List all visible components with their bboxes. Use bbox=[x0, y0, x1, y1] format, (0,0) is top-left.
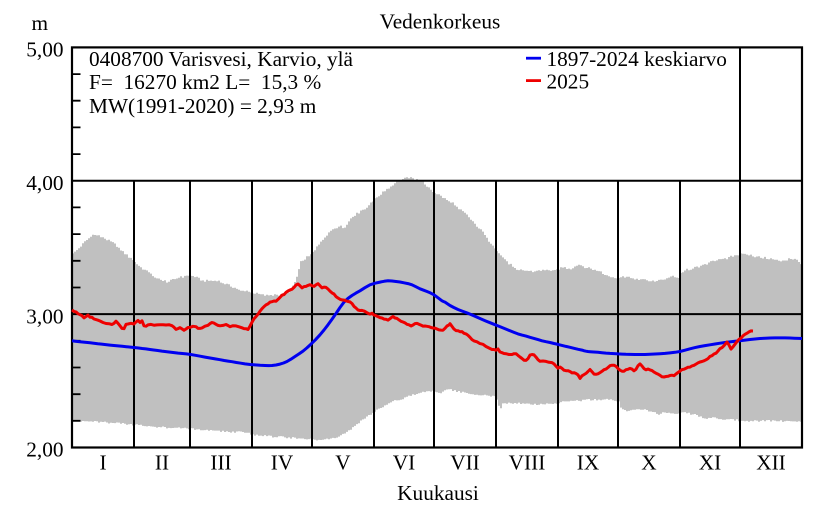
svg-text:3,00: 3,00 bbox=[26, 304, 63, 328]
svg-text:II: II bbox=[155, 451, 169, 475]
svg-text:Kuukausi: Kuukausi bbox=[397, 481, 479, 505]
svg-text:VII: VII bbox=[450, 451, 480, 475]
svg-text:III: III bbox=[210, 451, 231, 475]
svg-text:0408700 Varisvesi, Karvio, ylä: 0408700 Varisvesi, Karvio, ylä bbox=[89, 47, 354, 71]
svg-text:F= 16270 km2 L= 15,3 %: F= 16270 km2 L= 15,3 % bbox=[89, 70, 322, 94]
svg-text:X: X bbox=[641, 451, 656, 475]
svg-text:MW(1991-2020) = 2,93 m: MW(1991-2020) = 2,93 m bbox=[89, 94, 317, 118]
svg-text:VI: VI bbox=[393, 451, 415, 475]
svg-text:Vedenkorkeus: Vedenkorkeus bbox=[380, 10, 501, 34]
svg-text:5,00: 5,00 bbox=[26, 38, 63, 62]
svg-text:m: m bbox=[32, 11, 49, 35]
svg-text:I: I bbox=[99, 451, 106, 475]
svg-text:XI: XI bbox=[699, 451, 721, 475]
svg-text:2,00: 2,00 bbox=[26, 438, 63, 462]
svg-text:4,00: 4,00 bbox=[26, 171, 63, 195]
svg-text:VIII: VIII bbox=[509, 451, 546, 475]
svg-text:IV: IV bbox=[271, 451, 294, 475]
svg-text:IX: IX bbox=[577, 451, 599, 475]
svg-text:2025: 2025 bbox=[547, 70, 590, 94]
svg-text:XII: XII bbox=[756, 451, 786, 475]
svg-text:1897-2024 keskiarvo: 1897-2024 keskiarvo bbox=[547, 47, 727, 71]
svg-text:V: V bbox=[335, 451, 351, 475]
